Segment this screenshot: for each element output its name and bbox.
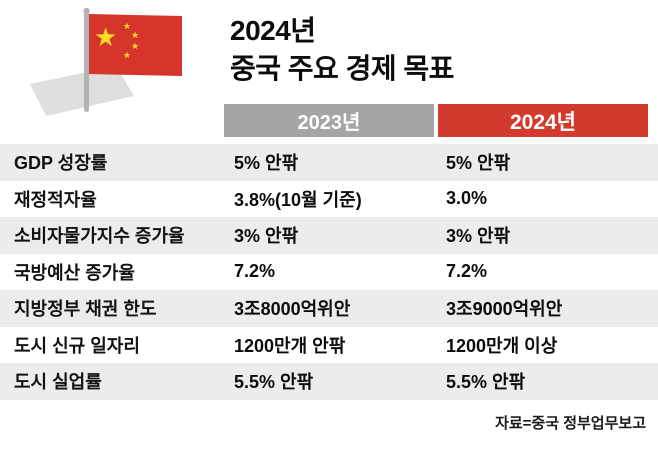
- value-2024: 5.5% 안팎: [446, 372, 526, 393]
- row-label: 도시 실업률: [14, 372, 102, 393]
- header-spacer: [14, 104, 224, 137]
- svg-text:★: ★: [94, 22, 117, 52]
- svg-text:★: ★: [123, 21, 131, 31]
- row-label: 재정적자율: [14, 189, 97, 210]
- row-label: 국방예산 증가율: [14, 262, 135, 283]
- table-row: 국방예산 증가율 7.2% 7.2%: [0, 254, 658, 291]
- china-flag-icon: ★ ★ ★ ★ ★: [22, 4, 202, 124]
- value-2024: 7.2%: [446, 261, 488, 282]
- value-2023: 3조8000억위안: [234, 299, 351, 320]
- value-2023: 5% 안팎: [234, 153, 299, 174]
- svg-text:★: ★: [131, 30, 139, 40]
- value-2023: 3% 안팎: [234, 226, 299, 247]
- value-2023: 1200만개 안팎: [234, 335, 346, 356]
- value-2024: 5% 안팎: [446, 153, 511, 174]
- row-label: 지방정부 채권 한도: [14, 299, 157, 320]
- value-2023: 3.8%(10월 기준): [234, 189, 362, 210]
- value-2024: 3.0%: [446, 188, 488, 209]
- value-2024: 3조9000억위안: [446, 299, 563, 320]
- table-row: 지방정부 채권 한도 3조8000억위안 3조9000억위안: [0, 290, 658, 327]
- row-label: 소비자물가지수 증가율: [14, 226, 185, 247]
- table-row: 소비자물가지수 증가율 3% 안팎 3% 안팎: [0, 217, 658, 254]
- svg-text:★: ★: [131, 41, 139, 51]
- value-2024: 3% 안팎: [446, 226, 511, 247]
- column-header-2023: 2023년: [224, 104, 434, 137]
- svg-text:★: ★: [123, 50, 131, 60]
- column-header-2024: 2024년: [438, 104, 648, 137]
- title-line-2: 중국 주요 경제 목표: [230, 53, 454, 84]
- value-2024: 1200만개 이상: [446, 335, 558, 356]
- row-label: 도시 신규 일자리: [14, 335, 140, 356]
- table-row: 도시 실업률 5.5% 안팎 5.5% 안팎: [0, 363, 658, 400]
- table-row: 재정적자율 3.8%(10월 기준) 3.0%: [0, 181, 658, 218]
- value-2023: 7.2%: [234, 261, 276, 282]
- row-label: GDP 성장률: [14, 153, 108, 174]
- china-flag-svg: ★ ★ ★ ★ ★: [30, 7, 182, 116]
- column-header-row: 2023년 2024년: [0, 104, 658, 137]
- title-line-1: 2024년: [230, 15, 316, 46]
- table-row: GDP 성장률 5% 안팎 5% 안팎: [0, 144, 658, 181]
- table-row: 도시 신규 일자리 1200만개 안팎 1200만개 이상: [0, 327, 658, 364]
- economic-goals-table: GDP 성장률 5% 안팎 5% 안팎 재정적자율 3.8%(10월 기준) 3…: [0, 144, 658, 400]
- source-credit: 자료=중국 정부업무보고: [495, 415, 646, 432]
- value-2023: 5.5% 안팎: [234, 372, 314, 393]
- page-title: 2024년 중국 주요 경제 목표: [230, 12, 454, 88]
